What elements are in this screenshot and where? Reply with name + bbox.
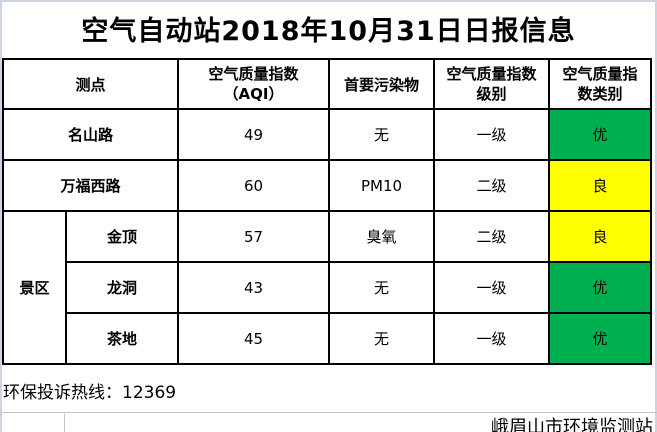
- header-category-line2: 数类别: [577, 85, 623, 103]
- header-site: 测点: [2, 58, 179, 110]
- table-row: 景区 金顶 57 臭氧 二级 良: [2, 210, 652, 365]
- cell-site: 金顶: [65, 210, 179, 263]
- header-aqi: 空气质量指数 （AQI）: [177, 58, 330, 110]
- header-level-line2: 级别: [476, 85, 507, 103]
- cell-category: 优: [548, 261, 652, 314]
- header-category: 空气质量指 数类别: [548, 58, 652, 110]
- cell-pollutant: PM10: [328, 159, 435, 212]
- cell-level: 一级: [433, 312, 550, 365]
- cell-level: 二级: [433, 159, 550, 212]
- cell-pollutant: 无: [328, 108, 435, 161]
- cell-level: 一级: [433, 108, 550, 161]
- cell-aqi: 49: [177, 108, 330, 161]
- header-level-line1: 空气质量指数: [446, 65, 537, 83]
- window-edge-left: [0, 0, 2, 432]
- gridline-vertical: [64, 412, 65, 432]
- table-row: 茶地 45 无 一级 优: [3, 312, 652, 365]
- cell-category: 良: [548, 210, 652, 263]
- footer-organization: 峨眉山市环境监测站: [491, 417, 653, 432]
- cell-aqi: 43: [177, 261, 330, 314]
- cell-aqi: 45: [177, 312, 330, 365]
- cell-category: 优: [548, 108, 652, 161]
- table-row: 名山路 49 无 一级 优: [2, 108, 652, 161]
- cell-pollutant: 无: [328, 261, 435, 314]
- cell-site: 龙洞: [65, 261, 179, 314]
- cell-level: 一级: [433, 261, 550, 314]
- cell-category: 优: [548, 312, 652, 365]
- cell-site: 名山路: [2, 108, 179, 161]
- cell-site: 茶地: [65, 312, 179, 365]
- cell-category: 良: [548, 159, 652, 212]
- window-edge-top: [0, 0, 657, 2]
- cell-group-scenic-area: 景区: [2, 210, 67, 365]
- header-pollutant: 首要污染物: [328, 58, 435, 110]
- hotline-text: 环保投诉热线：12369: [3, 383, 177, 403]
- header-category-line1: 空气质量指: [562, 65, 638, 83]
- cell-level: 二级: [433, 210, 550, 263]
- table-row: 龙洞 43 无 一级 优: [3, 261, 652, 314]
- header-row: 测点 空气质量指数 （AQI） 首要污染物 空气质量指数 级别 空气质量指 数类…: [2, 58, 652, 110]
- cell-aqi: 60: [177, 159, 330, 212]
- air-quality-table: 测点 空气质量指数 （AQI） 首要污染物 空气质量指数 级别 空气质量指 数类…: [2, 58, 652, 365]
- cell-aqi: 57: [177, 210, 330, 263]
- page-title: 空气自动站2018年10月31日日报信息: [81, 16, 576, 47]
- cell-pollutant: 无: [328, 312, 435, 365]
- cell-site: 万福西路: [2, 159, 179, 212]
- window-edge-right: [655, 0, 657, 432]
- header-aqi-line2: （AQI）: [223, 85, 284, 103]
- header-level: 空气质量指数 级别: [433, 58, 550, 110]
- table-row: 万福西路 60 PM10 二级 良: [2, 159, 652, 212]
- cell-pollutant: 臭氧: [328, 210, 435, 263]
- header-aqi-line1: 空气质量指数: [208, 65, 299, 83]
- gridline-horizontal: [0, 412, 657, 413]
